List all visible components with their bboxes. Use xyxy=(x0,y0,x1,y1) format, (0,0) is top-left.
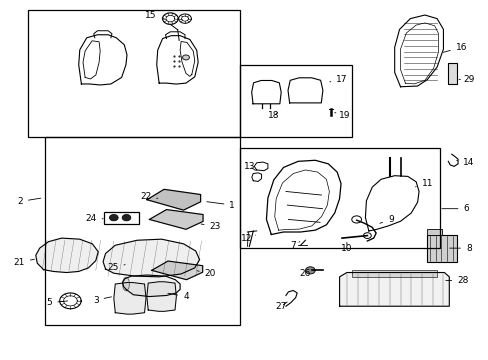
Text: 9: 9 xyxy=(379,215,393,224)
Text: 25: 25 xyxy=(107,264,125,273)
Polygon shape xyxy=(339,273,448,306)
FancyBboxPatch shape xyxy=(103,212,139,224)
Bar xyxy=(447,63,456,84)
Text: 4: 4 xyxy=(167,292,188,301)
Bar xyxy=(427,229,441,234)
Bar xyxy=(427,234,456,262)
Bar xyxy=(44,137,239,325)
Text: 29: 29 xyxy=(458,75,473,84)
Text: 21: 21 xyxy=(14,258,34,267)
Text: 6: 6 xyxy=(441,204,468,213)
Polygon shape xyxy=(122,275,180,297)
Bar xyxy=(351,270,436,277)
Text: 27: 27 xyxy=(275,302,286,311)
Text: 10: 10 xyxy=(341,242,352,253)
Circle shape xyxy=(182,55,189,60)
Bar xyxy=(239,148,439,248)
Text: 2: 2 xyxy=(18,197,41,206)
Polygon shape xyxy=(149,210,203,229)
Text: 12: 12 xyxy=(241,234,255,243)
Polygon shape xyxy=(36,238,98,273)
Bar xyxy=(239,65,351,137)
Text: 7: 7 xyxy=(290,241,299,250)
Text: 28: 28 xyxy=(445,276,468,285)
Text: 1: 1 xyxy=(206,201,235,210)
Polygon shape xyxy=(114,283,146,314)
Text: 19: 19 xyxy=(334,111,349,120)
Circle shape xyxy=(351,216,361,223)
Text: 15: 15 xyxy=(145,11,164,20)
Text: 22: 22 xyxy=(140,192,158,201)
Text: 20: 20 xyxy=(197,269,216,278)
Text: 13: 13 xyxy=(243,162,255,171)
Text: 11: 11 xyxy=(415,179,432,188)
Text: 14: 14 xyxy=(456,158,473,167)
Polygon shape xyxy=(151,261,202,280)
Bar xyxy=(27,10,239,137)
Text: 18: 18 xyxy=(267,111,279,120)
Text: 24: 24 xyxy=(85,214,103,223)
Text: 23: 23 xyxy=(201,222,221,231)
Circle shape xyxy=(109,215,118,221)
Circle shape xyxy=(305,267,315,274)
Text: 16: 16 xyxy=(443,43,466,52)
Text: 3: 3 xyxy=(93,296,111,305)
Text: 26: 26 xyxy=(299,269,315,278)
Ellipse shape xyxy=(122,277,129,291)
Text: 8: 8 xyxy=(449,244,471,253)
Text: 17: 17 xyxy=(329,75,347,84)
Polygon shape xyxy=(147,189,200,210)
Polygon shape xyxy=(103,239,199,277)
Text: 5: 5 xyxy=(46,298,67,307)
Circle shape xyxy=(363,233,370,238)
Polygon shape xyxy=(146,282,176,311)
Circle shape xyxy=(122,215,131,221)
